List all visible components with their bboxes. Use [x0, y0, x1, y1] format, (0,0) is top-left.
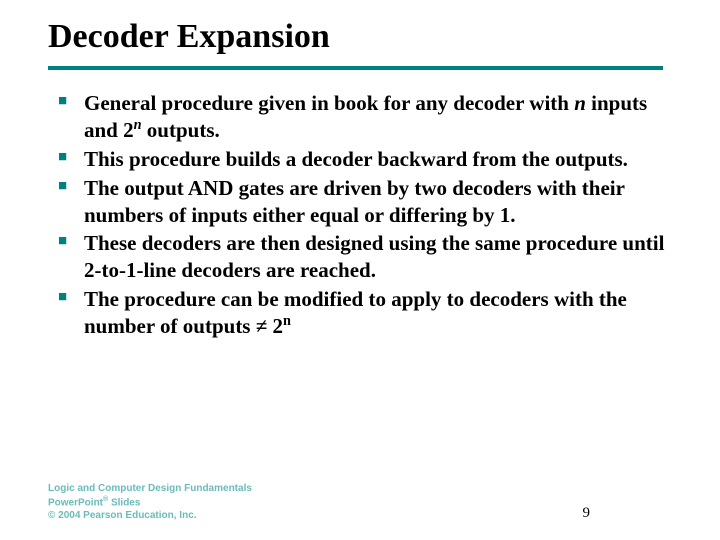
bullet-item: The procedure can be modified to apply t… [58, 286, 680, 340]
title-divider [48, 66, 663, 70]
page-number: 9 [583, 505, 591, 522]
copyright-line: Logic and Computer Design Fundamentals [48, 483, 680, 496]
bullet-item: The output AND gates are driven by two d… [58, 175, 680, 229]
slide-container: Decoder Expansion General procedure give… [0, 0, 720, 540]
bullet-item: General procedure given in book for any … [58, 90, 680, 144]
bullet-list: General procedure given in book for any … [48, 90, 680, 340]
bullet-item: This procedure builds a decoder backward… [58, 146, 680, 173]
bullet-item: These decoders are then designed using t… [58, 230, 680, 284]
slide-title: Decoder Expansion [48, 18, 680, 56]
